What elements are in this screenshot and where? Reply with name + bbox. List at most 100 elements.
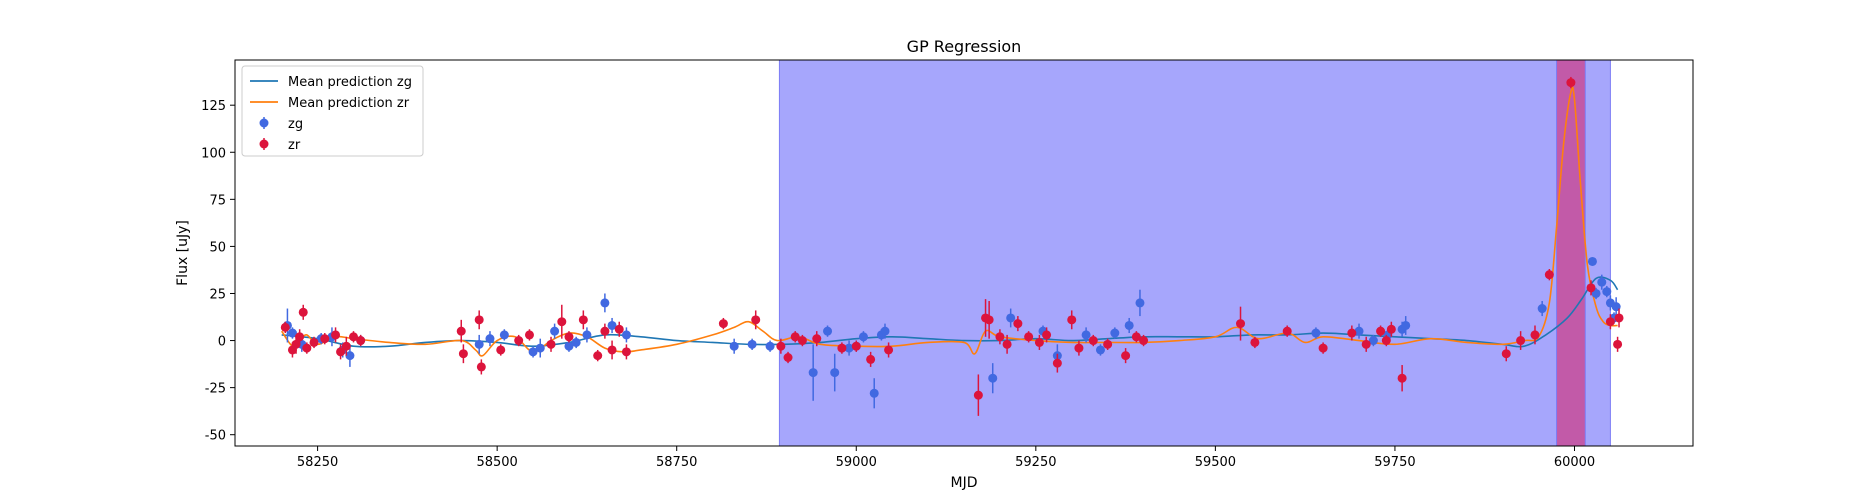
data-point-zg bbox=[1135, 289, 1145, 317]
data-point-zr bbox=[557, 304, 567, 339]
data-point-zg bbox=[1081, 327, 1091, 343]
data-point-zg bbox=[808, 344, 818, 401]
marker bbox=[298, 307, 308, 317]
y-tick-label: 125 bbox=[201, 99, 226, 114]
data-point-zg bbox=[1401, 316, 1411, 335]
marker bbox=[546, 339, 556, 349]
data-point-zg bbox=[1311, 327, 1321, 339]
data-point-zr bbox=[1250, 336, 1260, 349]
marker bbox=[621, 347, 631, 357]
marker bbox=[880, 326, 890, 336]
data-point-zg bbox=[823, 325, 833, 337]
marker bbox=[302, 343, 312, 353]
data-point-zr bbox=[797, 334, 807, 347]
data-point-zr bbox=[614, 321, 624, 337]
legend: Mean prediction zg Mean prediction zr zg zr bbox=[241, 65, 424, 157]
marker bbox=[280, 322, 290, 332]
data-point-zr bbox=[1613, 336, 1623, 352]
marker bbox=[1103, 339, 1113, 349]
data-point-zr bbox=[496, 344, 506, 356]
data-point-zr bbox=[984, 301, 994, 339]
marker bbox=[823, 326, 833, 336]
y-tick-label: 100 bbox=[201, 146, 226, 161]
marker bbox=[593, 351, 603, 361]
marker bbox=[1110, 328, 1120, 338]
data-point-zg bbox=[499, 329, 509, 341]
data-point-zr bbox=[783, 351, 793, 364]
data-point-zr bbox=[1121, 348, 1131, 364]
marker bbox=[1530, 330, 1540, 340]
marker bbox=[844, 343, 854, 353]
data-point-zr bbox=[476, 359, 486, 375]
marker bbox=[309, 337, 319, 347]
marker bbox=[1537, 304, 1547, 314]
x-tick-label: 59500 bbox=[1195, 455, 1236, 470]
data-point-zg bbox=[1124, 317, 1134, 334]
legend-label: Mean prediction zg bbox=[288, 75, 412, 90]
data-point-zr bbox=[1347, 325, 1357, 341]
data-point-zr bbox=[973, 374, 983, 416]
data-point-zg bbox=[880, 323, 890, 339]
legend-label: Mean prediction zr bbox=[288, 96, 410, 111]
marker bbox=[1602, 287, 1612, 297]
x-tick-label: 59000 bbox=[836, 455, 877, 470]
marker bbox=[1368, 336, 1378, 346]
marker bbox=[1282, 326, 1292, 336]
marker bbox=[550, 326, 560, 336]
data-point-zg bbox=[528, 346, 538, 358]
data-point-zr bbox=[320, 333, 330, 345]
marker bbox=[984, 315, 994, 325]
marker bbox=[1311, 328, 1321, 338]
legend-item: zr bbox=[259, 138, 301, 153]
data-point-zr bbox=[295, 329, 305, 345]
data-point-zr bbox=[593, 349, 603, 362]
data-point-zr bbox=[336, 344, 346, 360]
marker bbox=[564, 341, 574, 351]
marker bbox=[1397, 373, 1407, 383]
marker bbox=[1006, 313, 1016, 323]
legend-marker-swatch bbox=[259, 139, 269, 149]
data-point-zr bbox=[1236, 306, 1246, 341]
marker bbox=[578, 315, 588, 325]
data-point-zr bbox=[1282, 325, 1292, 337]
marker bbox=[790, 332, 800, 342]
marker bbox=[851, 341, 861, 351]
marker bbox=[582, 330, 592, 340]
marker bbox=[776, 341, 786, 351]
marker bbox=[291, 339, 301, 349]
marker bbox=[458, 349, 468, 359]
marker bbox=[1034, 337, 1044, 347]
legend-label: zg bbox=[288, 117, 303, 132]
marker bbox=[1544, 270, 1554, 280]
data-point-zr bbox=[1381, 334, 1391, 347]
marker bbox=[287, 328, 297, 338]
marker bbox=[729, 341, 739, 351]
data-point-zr bbox=[309, 336, 319, 349]
marker bbox=[1376, 326, 1386, 336]
marker bbox=[797, 336, 807, 346]
chart-title: GP Regression bbox=[907, 37, 1022, 56]
data-point-zr bbox=[1088, 334, 1098, 347]
data-point-zr bbox=[1501, 346, 1511, 362]
y-axis-label: Flux [uJy] bbox=[175, 220, 191, 286]
marker bbox=[499, 330, 509, 340]
data-point-zr bbox=[866, 351, 876, 367]
data-point-zg bbox=[1537, 301, 1547, 317]
data-point-zg bbox=[747, 338, 757, 350]
data-point-zg bbox=[607, 317, 617, 334]
data-point-zr bbox=[837, 342, 847, 354]
data-point-zr bbox=[995, 329, 1005, 345]
marker bbox=[474, 315, 484, 325]
data-point-zg bbox=[535, 338, 545, 358]
marker bbox=[528, 347, 538, 357]
marker bbox=[830, 368, 840, 378]
marker bbox=[607, 320, 617, 330]
data-point-zr bbox=[302, 342, 312, 354]
marker bbox=[1401, 320, 1411, 330]
marker bbox=[621, 330, 631, 340]
marker bbox=[336, 347, 346, 357]
marker bbox=[295, 332, 305, 342]
data-point-zg bbox=[729, 338, 739, 354]
marker bbox=[600, 298, 610, 308]
data-point-zr bbox=[1034, 334, 1044, 350]
